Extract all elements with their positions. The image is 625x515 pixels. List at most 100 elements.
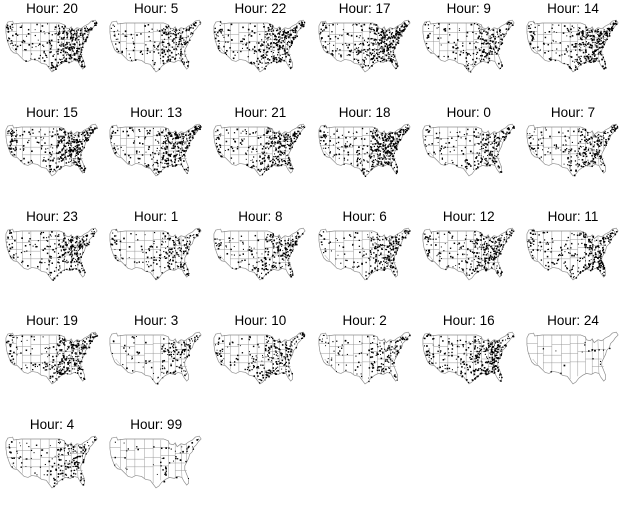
event-point [189,27,191,29]
event-point [347,54,350,56]
event-point [378,42,380,45]
event-point [191,135,193,137]
event-point [163,28,165,30]
event-point [466,64,469,66]
event-point [326,51,328,53]
event-point [12,44,14,47]
event-point [78,60,80,62]
event-point [93,231,95,233]
event-point [175,261,177,263]
event-point [254,25,257,28]
event-point [73,46,75,48]
event-point [16,129,17,131]
event-point [77,161,80,163]
event-point [600,32,603,35]
event-point [179,153,181,155]
event-point [392,50,394,52]
event-point [262,161,264,163]
event-point [394,62,396,64]
event-point [173,245,175,247]
event-point [395,32,398,35]
event-point [485,40,488,42]
event-point [11,23,13,26]
event-point [575,45,577,48]
event-point [251,61,253,64]
event-point [386,135,388,137]
event-point [291,41,293,43]
event-point [247,150,249,152]
event-point [395,132,397,134]
event-point [57,157,59,159]
event-point [283,59,286,62]
event-point [42,57,44,59]
event-point [497,35,500,38]
event-point [360,29,363,31]
event-point [69,239,72,242]
event-point [462,51,464,54]
event-point [386,152,388,154]
event-point [142,143,144,145]
event-point [290,143,292,145]
event-point [301,125,303,127]
event-point [604,34,605,36]
event-point [391,59,394,61]
event-point [242,130,244,132]
event-point [387,135,389,138]
event-point [273,155,276,158]
event-point [150,245,153,247]
event-point [80,32,82,34]
event-point [7,130,9,133]
event-point [165,25,168,28]
event-point [286,32,289,34]
event-point [56,166,59,168]
event-point [40,231,43,234]
event-point [597,139,599,142]
event-point [296,133,298,135]
event-point [379,34,381,35]
event-point [358,23,360,25]
event-point [499,41,501,43]
event-point [376,153,378,155]
us-outline [109,19,202,73]
event-point [68,249,70,251]
event-point [379,51,381,53]
event-point [371,137,374,139]
event-point [277,49,280,51]
event-point [593,60,595,62]
event-point [612,128,615,131]
event-point [290,61,292,63]
event-point [246,131,248,133]
event-point [597,29,599,30]
event-point [70,141,72,143]
event-point [596,49,598,51]
event-point [47,246,49,248]
event-point [177,254,180,256]
event-point [370,148,372,150]
event-point [61,41,63,43]
event-point [59,128,61,130]
event-point [58,25,60,27]
event-point [294,31,296,33]
event-point [233,150,235,152]
event-point [20,251,23,254]
event-point [532,148,535,150]
event-point [223,36,225,38]
event-point [83,146,85,149]
event-point [494,135,496,137]
event-point [189,132,191,134]
event-point [530,34,532,36]
event-point [495,133,497,135]
event-point [593,153,596,155]
event-point [376,160,379,163]
event-point [117,50,120,53]
event-point [480,42,483,45]
event-point [433,151,435,154]
event-point [289,167,291,169]
event-point [571,34,573,36]
event-point [600,164,602,166]
event-point [401,29,403,32]
event-point [583,55,585,57]
event-point [167,158,170,160]
event-point [362,66,364,68]
event-point [58,140,60,143]
